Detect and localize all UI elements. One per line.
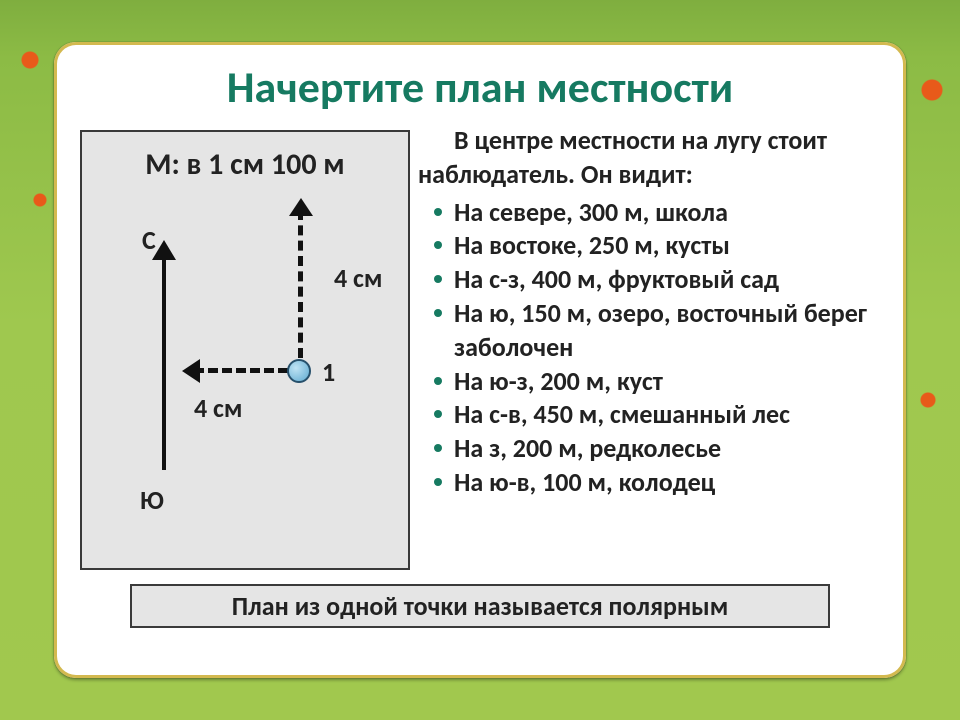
list-item: На ю-з, 200 м, куст: [418, 365, 880, 399]
list-item: На ю, 150 м, озеро, восточный берег забо…: [418, 297, 880, 365]
observation-list: На севере, 300 м, школа На востоке, 250 …: [418, 196, 880, 500]
dashed-horizontal-head: [182, 359, 200, 383]
compass-arrow-head: [152, 240, 176, 260]
diagram-column: М: в 1 см 100 м С Ю 4 см 4 см 1: [80, 124, 410, 570]
page-title: Начертите план местности: [80, 60, 880, 114]
list-item: На ю-в, 100 м, колодец: [418, 466, 880, 500]
list-item: На севере, 300 м, школа: [418, 196, 880, 230]
observer-point: [287, 359, 311, 383]
compass-arrow-line: [162, 252, 166, 470]
list-item: На з, 200 м, редколесье: [418, 432, 880, 466]
dashed-vertical-head: [289, 198, 313, 216]
list-item-text: На ю, 150 м, озеро, восточный берег забо…: [454, 297, 867, 363]
measure-horizontal: 4 см: [194, 392, 242, 424]
text-column: В центре местности на лугу стоит наблюда…: [418, 124, 880, 570]
list-item: На с-з, 400 м, фруктовый сад: [418, 263, 880, 297]
dashed-horizontal: [194, 368, 288, 373]
content-row: М: в 1 см 100 м С Ю 4 см 4 см 1 В центре…: [80, 124, 880, 570]
slide: Начертите план местности М: в 1 см 100 м…: [54, 42, 906, 678]
scale-label: М: в 1 см 100 м: [82, 146, 408, 183]
diagram-box: М: в 1 см 100 м С Ю 4 см 4 см 1: [80, 130, 410, 570]
footer-box: План из одной точки называется полярным: [130, 584, 830, 628]
dashed-vertical: [298, 210, 303, 358]
list-item: На с-в, 450 м, смешанный лес: [418, 398, 880, 432]
list-item: На востоке, 250 м, кусты: [418, 229, 880, 263]
measure-vertical: 4 см: [334, 262, 382, 294]
intro-text: В центре местности на лугу стоит наблюда…: [418, 124, 880, 192]
south-label: Ю: [140, 484, 164, 516]
observer-label: 1: [322, 356, 335, 388]
